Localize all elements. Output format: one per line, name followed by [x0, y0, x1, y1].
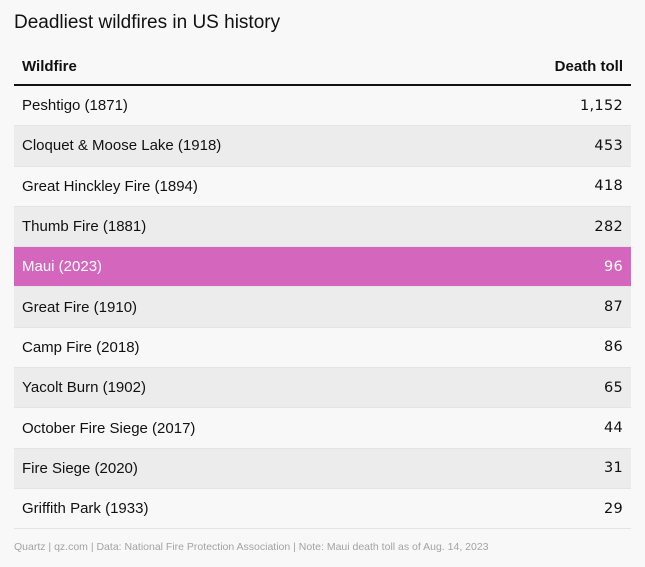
death-toll-value: 418	[594, 178, 623, 195]
table-row: October Fire Siege (2017) 44	[14, 408, 631, 449]
table-row: Thumb Fire (1881) 282	[14, 206, 631, 248]
table-row: Griffith Park (1933) 29	[14, 488, 631, 530]
death-toll-value: 31	[603, 460, 623, 477]
column-header-wildfire: Wildfire	[22, 57, 77, 75]
wildfire-name: Griffith Park (1933)	[22, 500, 149, 518]
death-toll-value: 65	[603, 379, 623, 396]
source-note: Quartz | qz.com | Data: National Fire Pr…	[14, 541, 489, 553]
wildfire-name: October Fire Siege (2017)	[22, 419, 196, 437]
wildfire-name: Great Hinckley Fire (1894)	[22, 177, 198, 195]
death-toll-value: 44	[603, 420, 623, 437]
table-body: Peshtigo (1871) 1,152 Cloquet & Moose Lake…	[14, 86, 631, 530]
wildfire-name: Fire Siege (2020)	[22, 459, 138, 477]
wildfire-name: Peshtigo (1871)	[22, 97, 128, 115]
table-row: Great Hinckley Fire (1894) 418	[14, 166, 631, 207]
table-row: Peshtigo (1871) 1,152	[14, 86, 631, 127]
table-row: Yacolt Burn (1902) 65	[14, 368, 631, 409]
death-toll-value: 86	[603, 339, 623, 356]
wildfire-name: Great Fire (1910)	[22, 298, 138, 316]
wildfire-name: Camp Fire (2018)	[22, 338, 140, 356]
wildfire-name: Yacolt Burn (1902)	[22, 379, 146, 397]
wildfire-name: Thumb Fire (1881)	[22, 218, 147, 236]
chart-title: Deadliest wildfires in US history	[14, 12, 281, 33]
table-row-highlighted: Maui (2023) 96	[14, 247, 631, 288]
column-header-death-toll: Death toll	[554, 57, 623, 75]
death-toll-value: 29	[603, 500, 623, 517]
death-toll-value: 87	[603, 299, 623, 316]
wildfire-table: Wildfire Death toll Peshtigo (1871) 1,152…	[14, 48, 631, 530]
wildfire-name: Maui (2023)	[22, 258, 103, 276]
death-toll-value: 453	[594, 137, 623, 154]
table-row: Fire Siege (2020) 31	[14, 448, 631, 489]
wildfire-name: Cloquet & Moose Lake (1918)	[22, 137, 222, 155]
table-row: Camp Fire (2018) 86	[14, 327, 631, 369]
table-row: Cloquet & Moose Lake (1918) 453	[14, 126, 631, 167]
table-header: Wildfire Death toll	[14, 48, 631, 86]
table-row: Great Fire (1910) 87	[14, 287, 631, 328]
death-toll-value: 1,152	[579, 97, 623, 114]
death-toll-value: 96	[603, 258, 623, 275]
death-toll-value: 282	[594, 218, 623, 235]
